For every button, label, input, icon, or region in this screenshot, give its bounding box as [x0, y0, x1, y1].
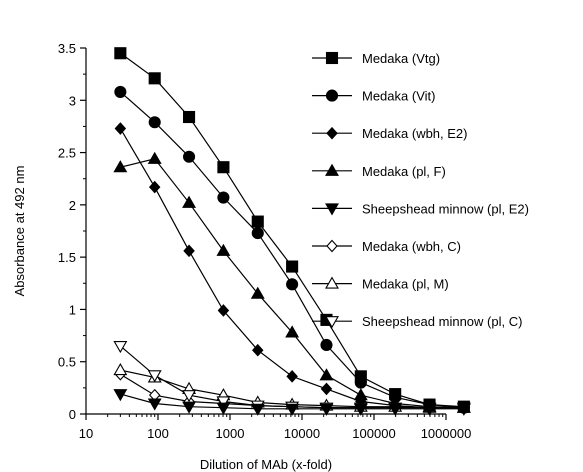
y-tick-label: 3.5	[58, 41, 76, 56]
data-point	[148, 72, 161, 85]
data-point	[147, 398, 162, 411]
legend-label: Medaka (wbh, C)	[362, 239, 461, 254]
data-point	[286, 260, 299, 273]
axes: 10 100 1000 10000 100000 1000000 0 0.5 1 1.5 2 2.5 3…	[58, 41, 471, 441]
legend-marker	[326, 239, 338, 253]
data-point	[148, 180, 161, 194]
data-point	[319, 403, 334, 416]
y-tick-label: 0.5	[58, 355, 76, 370]
data-point	[319, 368, 334, 381]
y-axis-title: Absorbance at 492 nm	[12, 166, 27, 297]
data-point	[456, 403, 471, 416]
y-tick-label: 2.5	[58, 146, 76, 161]
legend-label: Medaka (pl, M)	[362, 277, 449, 292]
data-point	[113, 340, 128, 354]
legend-marker	[326, 126, 338, 140]
data-point	[285, 403, 300, 416]
data-point	[147, 151, 162, 164]
data-point	[353, 388, 368, 401]
x-tick-label: 100000	[352, 426, 395, 441]
data-point	[286, 278, 299, 291]
data-point	[217, 161, 230, 174]
data-point	[320, 338, 333, 352]
data-point	[250, 286, 265, 299]
data-point	[354, 376, 367, 389]
data-point	[216, 396, 231, 409]
x-tick-label: 10	[79, 426, 93, 441]
data-point	[113, 362, 128, 376]
x-tick-label: 10000	[284, 426, 320, 441]
legend-entry: Medaka (Vit)	[312, 89, 435, 104]
data-point	[147, 370, 162, 383]
x-tick-label: 100	[147, 426, 169, 441]
data-point	[114, 122, 127, 135]
legend-marker	[325, 163, 339, 176]
data-point	[320, 382, 333, 396]
y-tick-label: 3	[69, 93, 76, 108]
data-point	[216, 402, 231, 415]
data-point	[285, 325, 300, 338]
series-layer	[113, 47, 471, 416]
data-point	[286, 370, 298, 383]
data-point	[182, 195, 197, 208]
legend-label: Medaka (wbh, E2)	[362, 126, 468, 141]
data-point	[114, 85, 127, 98]
data-point	[183, 110, 196, 124]
data-point	[353, 403, 368, 416]
data-point	[183, 244, 195, 258]
legend-marker	[325, 316, 339, 329]
y-tick-label: 1	[69, 302, 76, 317]
data-point	[251, 227, 264, 240]
x-tick-label: 1000000	[421, 426, 472, 441]
series-line	[120, 52, 464, 408]
data-point	[182, 390, 197, 403]
data-point	[113, 160, 128, 173]
legend-entry: Medaka (wbh, C)	[312, 239, 461, 254]
data-point	[217, 304, 230, 317]
data-point	[216, 243, 231, 256]
data-point	[182, 401, 197, 414]
data-point	[252, 343, 264, 357]
data-point	[250, 403, 265, 416]
legend-label: Sheepshead minnow (pl, E2)	[362, 201, 529, 216]
data-point	[183, 150, 196, 163]
x-axis-title: Dilution of MAb (x-fold)	[200, 457, 332, 472]
data-point	[148, 116, 161, 129]
legend-entry: Medaka (Vtg)	[312, 51, 440, 66]
data-point	[114, 47, 127, 60]
legend-label: Medaka (Vit)	[362, 89, 435, 104]
legend-marker	[325, 51, 339, 65]
y-tick-label: 2	[69, 198, 76, 213]
legend-label: Sheepshead minnow (pl, C)	[362, 314, 522, 329]
data-point	[388, 403, 403, 416]
legend-marker	[325, 276, 339, 289]
data-point	[251, 215, 264, 228]
legend-label: Medaka (Vtg)	[362, 51, 440, 66]
data-point	[113, 389, 128, 402]
x-tick-label: 1000	[216, 426, 245, 441]
legend: Medaka (Vtg) Medaka (Vit) Medaka (wbh, E2)…	[312, 51, 529, 329]
data-point	[422, 403, 437, 416]
y-tick-label: 0	[69, 407, 76, 422]
series-4	[113, 389, 471, 416]
legend-entry: Medaka (pl, M)	[312, 276, 449, 292]
y-tick-label: 1.5	[58, 250, 76, 265]
legend-marker	[325, 203, 339, 216]
data-point	[217, 191, 230, 204]
legend-marker	[325, 89, 339, 102]
legend-entry: Sheepshead minnow (pl, C)	[312, 314, 522, 329]
legend-entry: Medaka (pl, F)	[312, 163, 446, 179]
legend-label: Medaka (pl, F)	[362, 164, 446, 179]
legend-entry: Sheepshead minnow (pl, E2)	[312, 201, 529, 216]
legend-entry: Medaka (wbh, E2)	[312, 126, 468, 141]
